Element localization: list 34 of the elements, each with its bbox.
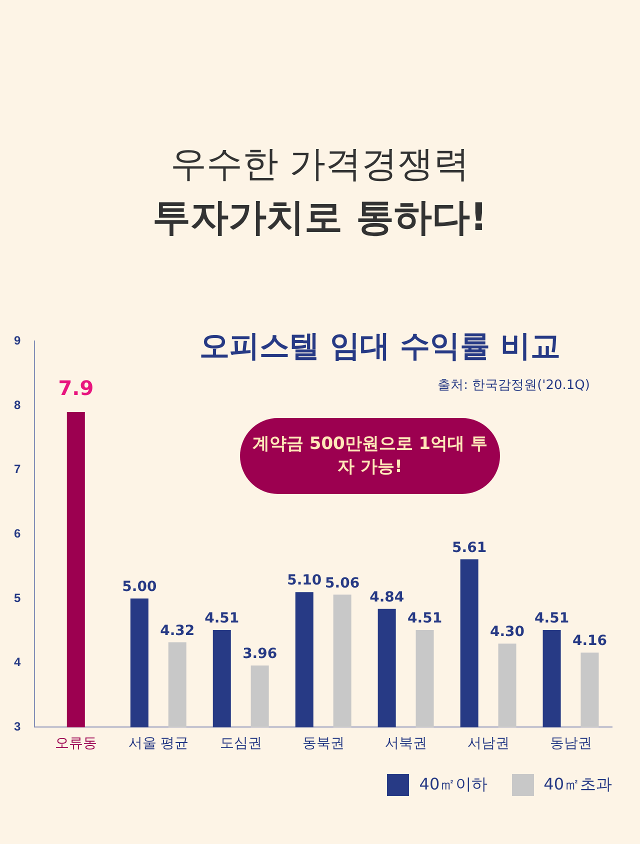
y-tick-label: 3: [14, 720, 21, 734]
data-label: 7.9: [58, 376, 94, 400]
data-label: 4.30: [490, 624, 525, 640]
y-tick-label: 5: [14, 590, 21, 605]
annotation: 계약금 500만원으로 1억대 투자 가능!: [240, 418, 500, 494]
legend-label: 40㎡초과: [542, 774, 612, 796]
data-label: 5.06: [325, 575, 360, 592]
legend-label: 40㎡이하: [418, 774, 488, 796]
x-tick-label: 오류동: [54, 734, 97, 750]
data-label: 4.51: [534, 610, 570, 627]
text: 우수한 가격경쟁력: [169, 143, 471, 187]
y-tick-label: 6: [14, 526, 21, 541]
x-tick-label: 동남권: [550, 734, 592, 750]
y-tick-label: 9: [14, 334, 21, 348]
data-label: 4.84: [370, 589, 404, 606]
data-label: 3.96: [242, 646, 278, 662]
x-tick-label: 도심권: [220, 734, 262, 750]
y-tick-label: 7: [14, 462, 21, 476]
y-tick-label: 4: [14, 655, 21, 670]
x-tick-label: 서북권: [384, 734, 427, 750]
x-tick-label: 서울 평균: [128, 734, 188, 750]
data-label: 5.00: [122, 579, 157, 596]
data-label: 4.16: [572, 633, 608, 650]
annotation: 출처: 한국감정원('20.1Q): [438, 377, 590, 394]
y-tick-label: 8: [14, 398, 21, 412]
text: 투자가치로 통하다!: [152, 194, 488, 241]
data-label: 4.32: [160, 622, 195, 639]
data-label: 5.10: [287, 572, 322, 589]
data-label: 5.61: [452, 540, 487, 556]
x-tick-label: 서남권: [467, 734, 510, 750]
x-tick-label: 동북권: [302, 734, 344, 750]
chart-title: 오피스텔 임대 수익률 비교: [198, 328, 562, 366]
data-label: 4.51: [204, 610, 240, 627]
data-label: 4.51: [408, 610, 442, 627]
